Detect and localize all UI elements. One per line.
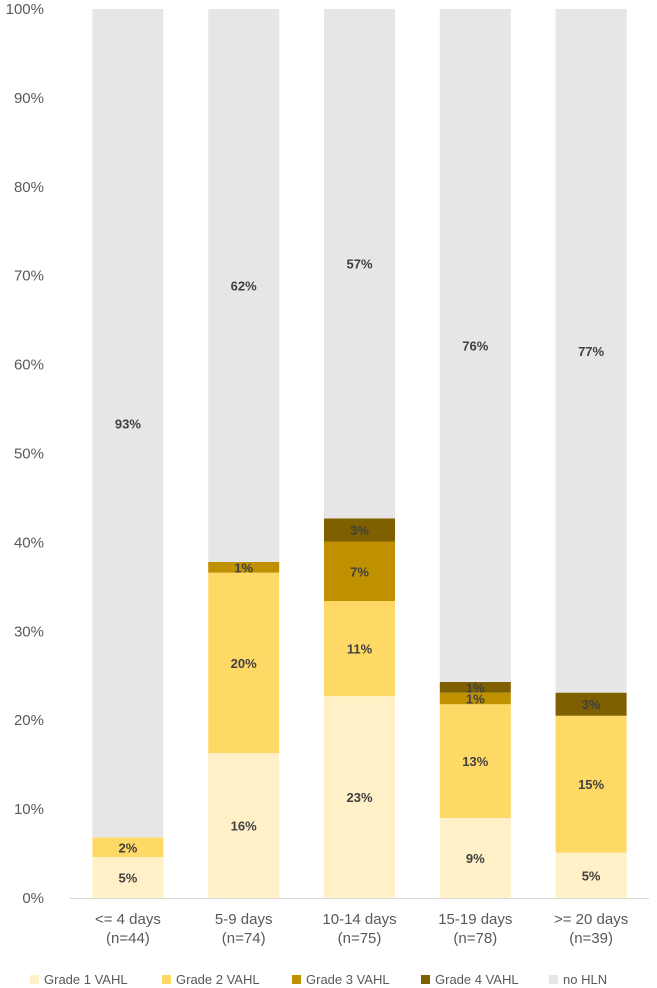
data-label: 93% <box>115 416 141 431</box>
legend-item: Grade 2 VAHL <box>162 972 260 987</box>
data-label: 77% <box>578 344 604 359</box>
y-tick-label: 0% <box>22 890 44 907</box>
bar-segment <box>439 9 511 682</box>
legend-item: Grade 1 VAHL <box>30 972 128 987</box>
bar-segment <box>208 753 280 898</box>
data-label: 1% <box>466 680 485 695</box>
y-tick-label: 100% <box>6 1 44 18</box>
legend-item: Grade 3 VAHL <box>292 972 390 987</box>
bar-segment <box>324 541 395 602</box>
bar-segment <box>324 601 395 697</box>
x-category-label: <= 4 days (n=44) <box>95 911 161 947</box>
data-label: 7% <box>350 564 369 579</box>
x-category-label: 15-19 days (n=78) <box>438 911 512 947</box>
bar-segment <box>324 9 395 519</box>
data-label: 5% <box>119 871 138 886</box>
legend-swatch <box>292 975 301 984</box>
legend-swatch <box>30 975 39 984</box>
legend: Grade 1 VAHL Grade 2 VAHL Grade 3 VAHL Grad… <box>30 972 607 987</box>
y-tick-label: 20% <box>14 712 44 729</box>
data-label: 16% <box>231 819 257 834</box>
legend-swatch <box>162 975 171 984</box>
data-label: 62% <box>231 278 257 293</box>
data-label: 13% <box>462 754 488 769</box>
legend-item: Grade 4 VAHL <box>421 972 519 987</box>
data-label: 3% <box>350 523 369 538</box>
y-tick-label: 60% <box>14 357 44 374</box>
bars <box>92 9 627 898</box>
data-label: 11% <box>347 642 373 657</box>
data-label: 57% <box>346 257 372 272</box>
x-category-label: >= 20 days (n=39) <box>554 911 628 947</box>
y-tick-label: 10% <box>14 801 44 818</box>
legend-label: Grade 1 VAHL <box>44 972 128 987</box>
data-label: 23% <box>346 790 372 805</box>
bar-segment <box>555 715 627 853</box>
bar-segment <box>92 857 164 898</box>
bar-segment <box>208 561 280 573</box>
y-tick-label: 40% <box>14 534 44 551</box>
data-label: 1% <box>234 560 253 575</box>
x-axis: <= 4 days (n=44) 5-9 days (n=74) 10-14 days(… <box>70 898 649 947</box>
data-label: 2% <box>119 840 138 855</box>
bar-segment <box>92 9 164 838</box>
y-tick-label: 90% <box>14 90 44 107</box>
data-label: 1% <box>466 691 485 706</box>
legend-label: Grade 4 VAHL <box>435 972 519 987</box>
legend-label: Grade 2 VAHL <box>176 972 260 987</box>
bar-segment <box>439 692 511 705</box>
data-label: 3% <box>582 697 601 712</box>
y-axis: 0% 10% 20% 30% 40% 50% 60% 70% 80% 90% 100% <box>6 1 44 907</box>
x-category-label: 10-14 days (n=75) <box>322 911 396 947</box>
y-tick-label: 50% <box>14 446 44 463</box>
x-category-label: 5-9 days (n=74) <box>215 911 273 947</box>
legend-item: no HLN <box>549 972 607 987</box>
y-tick-label: 80% <box>14 179 44 196</box>
bar-segment <box>208 572 280 754</box>
bar-segment <box>555 852 627 898</box>
legend-swatch <box>549 975 558 984</box>
bar-segment <box>439 681 511 693</box>
legend-label: no HLN <box>563 972 607 987</box>
legend-label: Grade 3 VAHL <box>306 972 390 987</box>
data-label: 15% <box>578 777 604 792</box>
data-label: 9% <box>466 851 485 866</box>
bar-segment <box>208 9 280 562</box>
bar-segment <box>439 704 511 818</box>
bar-segment <box>555 9 627 693</box>
bar-segment <box>555 692 627 716</box>
data-label: 5% <box>582 868 601 883</box>
legend-swatch <box>421 975 430 984</box>
data-labels: 5%2%93%16%20%1%62%23%11%7%3%57%9%13%1%1%… <box>115 257 605 886</box>
y-tick-label: 70% <box>14 268 44 285</box>
bar-segment <box>324 696 395 898</box>
y-tick-label: 30% <box>14 623 44 640</box>
data-label: 76% <box>462 338 488 353</box>
data-label: 20% <box>231 656 257 671</box>
bar-segment <box>439 817 511 898</box>
bar-segment <box>92 837 164 858</box>
bar-segment <box>324 518 395 542</box>
